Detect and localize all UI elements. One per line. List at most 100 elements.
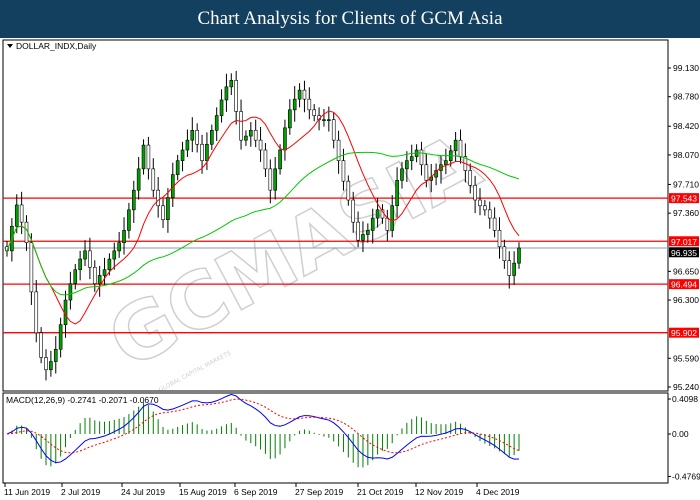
candle-up [122,230,126,243]
y-tick-label: 95.240 [673,382,699,392]
candle-up [78,258,82,271]
candle-down [424,164,429,181]
y-tick-label: 96.650 [673,266,699,276]
candle-down [34,291,39,334]
candle-up [112,250,117,260]
candle-up [375,209,380,219]
candle-down [263,149,268,170]
x-tick-label: 2 Jul 2019 [61,487,100,497]
candle-down [507,260,512,276]
candle-down [351,199,356,223]
x-tick-label: 21 Oct 2019 [357,487,404,497]
candle-up [517,247,521,264]
watermark-brand: GCMASIA [95,117,495,387]
macd-y-tick-label: -0.4769 [672,471,700,481]
candle-down [39,332,43,358]
candle-up [166,197,170,220]
symbol-label: DOLLAR_INDX,Daily [16,41,97,51]
candle-up [141,144,146,170]
x-tick-label: 11 Jun 2019 [4,487,50,497]
candle-up [292,98,297,111]
level-tag [669,193,699,204]
level-label: 96.494 [671,280,697,290]
candle-up [400,168,404,181]
candle-up [83,250,87,260]
candle-down [200,143,204,161]
candle-down [346,180,351,201]
x-tick-label: 12 Nov 2019 [415,487,463,497]
candle-up [278,149,282,170]
signal-line [6,398,520,454]
candle-up [180,149,185,161]
x-tick-label: 27 Sep 2019 [295,487,343,497]
candle-up [361,234,365,241]
candle-down [195,130,199,145]
candle-down [151,168,156,191]
candle-up [185,139,190,151]
candle-down [385,217,390,231]
candle-up [229,80,234,88]
candle-down [307,98,312,111]
level-label: 97.543 [671,194,697,204]
candle-down [487,209,492,219]
x-tick-label: 6 Sep 2019 [234,487,278,497]
candle-up [136,168,141,191]
candle-down [331,119,336,141]
level-label: 95.902 [671,328,697,338]
candle-down [468,170,473,186]
y-tick-label: 98.420 [673,121,699,131]
candle-down [312,109,317,116]
candle-up [49,361,53,371]
candle-up [224,86,229,101]
candle-down [419,149,424,166]
candle-up [73,269,78,284]
moving-average-50 [6,151,520,296]
current-price-tag [669,247,699,258]
candle-up [190,130,195,141]
candle-down [341,160,346,182]
moving-average-10 [6,110,520,325]
y-tick-label: 98.070 [673,150,699,160]
candle-down [44,357,48,371]
macd-y-tick-label: 0.4098 [672,394,698,404]
chart-title: Chart Analysis for Clients of GCM Asia [0,0,700,38]
candle-down [502,246,507,261]
candle-up [214,115,219,131]
candle-down [268,168,273,191]
candle-up [444,160,448,166]
candle-up [117,242,121,252]
candle-down [258,139,263,151]
candle-down [356,221,360,241]
candle-up [131,189,136,211]
candle-down [483,205,487,211]
candle-down [92,266,97,284]
macd-line [6,393,520,464]
candle-up [453,139,458,152]
candle-down [146,144,151,170]
candle-up [273,168,277,191]
candle-down [161,205,165,220]
candle-up [390,205,395,231]
candle-down [478,199,482,207]
candle-up [288,109,292,129]
macd-label: MACD(12,26,9) -0.2741 -0.2071 -0.0670 [6,395,159,405]
current-price-label: 96.935 [671,248,697,258]
candle-up [327,119,331,121]
level-tag [669,279,699,290]
candle-down [458,139,463,157]
candle-up [322,119,326,121]
candle-up [175,160,180,175]
candle-up [409,156,414,161]
candle-up [219,99,224,116]
candle-up [14,204,19,227]
candle-up [127,209,131,231]
dropdown-triangle-icon[interactable] [7,44,13,48]
candle-up [205,143,209,161]
candle-up [395,180,399,207]
candle-down [234,80,238,112]
candle-up [97,275,102,284]
y-tick-label: 95.590 [673,353,699,363]
candle-down [492,217,497,231]
candle-down [239,111,243,141]
